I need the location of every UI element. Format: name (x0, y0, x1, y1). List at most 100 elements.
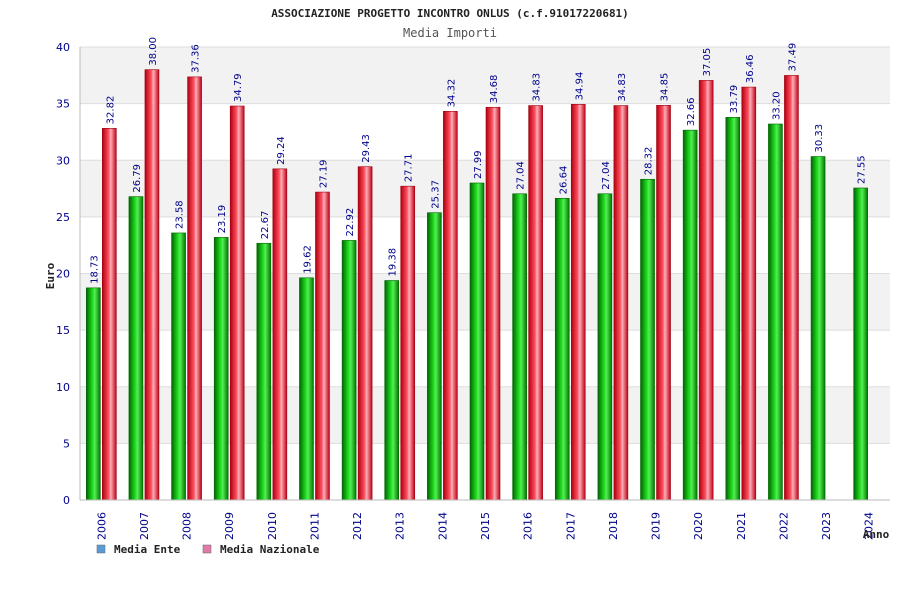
bar-media-ente (384, 280, 400, 501)
bar-media-nazionale (656, 105, 671, 501)
x-tick-label: 2015 (479, 512, 492, 540)
bar-media-ente (554, 198, 570, 501)
bar-media-ente (213, 237, 229, 501)
value-label: 19.38 (388, 248, 399, 277)
bar-media-nazionale (528, 105, 543, 501)
bar-media-ente (810, 156, 826, 501)
value-label: 30.33 (814, 124, 825, 153)
bar-media-nazionale (315, 191, 330, 501)
bar-media-nazionale (784, 75, 799, 501)
bar-media-nazionale (443, 111, 458, 501)
value-label: 38.00 (148, 37, 159, 66)
y-tick-label: 35 (56, 98, 70, 111)
x-tick-label: 2022 (777, 512, 790, 540)
bar-media-ente (86, 287, 101, 501)
bar-media-nazionale (144, 69, 160, 501)
value-label: 34.32 (446, 79, 457, 108)
legend-swatch-media-ente (96, 544, 106, 554)
value-label: 27.04 (516, 161, 527, 190)
y-tick-label: 10 (56, 381, 70, 394)
value-label: 23.19 (217, 205, 228, 234)
x-tick-label: 2006 (95, 512, 108, 540)
bar-media-nazionale (698, 80, 714, 501)
value-label: 34.94 (574, 72, 585, 101)
legend-swatch-media-nazionale (202, 544, 212, 554)
y-tick-label: 5 (63, 437, 70, 450)
bar-media-nazionale (357, 166, 373, 501)
value-label: 34.68 (489, 75, 500, 104)
bar-media-ente (171, 232, 186, 501)
bar-media-ente (299, 277, 314, 501)
value-label: 34.85 (660, 73, 671, 102)
bar-media-ente (512, 193, 527, 501)
bar-media-nazionale (187, 76, 202, 501)
value-label: 37.36 (191, 44, 202, 73)
bar-media-ente (768, 123, 783, 501)
value-label: 26.79 (132, 164, 143, 193)
y-tick-label: 0 (63, 494, 70, 507)
value-labels: 18.73 32.82 26.79 38.00 23.58 37.36 23.19 34.79… (89, 37, 867, 284)
value-label: 25.37 (430, 180, 441, 209)
value-label: 27.04 (601, 161, 612, 190)
legend: Media Ente Media Nazionale (96, 543, 320, 556)
bar-media-nazionale (229, 105, 245, 501)
bar-media-nazionale (400, 185, 416, 501)
bar-media-ente (597, 193, 613, 501)
bar-media-ente (341, 240, 357, 501)
value-label: 32.82 (105, 96, 116, 125)
x-tick-label: 2016 (522, 512, 535, 540)
bar-media-ente (427, 212, 442, 501)
value-label: 19.62 (302, 245, 313, 274)
bar-media-ente (128, 196, 144, 501)
bar-media-nazionale (485, 106, 501, 501)
x-tick-label: 2010 (266, 512, 279, 540)
value-label: 27.19 (318, 159, 329, 188)
x-tick-label: 2013 (394, 512, 407, 540)
value-label: 27.71 (404, 154, 415, 183)
x-tick-label: 2021 (735, 512, 748, 540)
value-label: 29.24 (276, 136, 287, 165)
x-tick-label: 2020 (692, 512, 705, 540)
x-tick-label: 2007 (138, 512, 151, 540)
y-tick-labels: 0 5 10 15 20 25 30 35 40 (56, 41, 70, 507)
value-label: 34.83 (532, 73, 543, 102)
bar-media-ente (640, 178, 655, 501)
y-tick-label: 20 (56, 268, 70, 281)
value-label: 36.46 (745, 54, 756, 83)
bar-media-nazionale (272, 168, 288, 501)
x-tick-label: 2024 (863, 512, 876, 540)
bar-media-nazionale (102, 128, 117, 501)
value-label: 33.79 (729, 85, 740, 114)
value-label: 18.73 (89, 255, 100, 284)
bar-media-nazionale (741, 86, 757, 501)
value-label: 34.79 (233, 73, 244, 102)
bar-media-ente (469, 182, 485, 501)
value-label: 23.58 (175, 200, 186, 229)
x-tick-label: 2009 (223, 512, 236, 540)
value-label: 37.49 (787, 43, 798, 72)
y-axis-label: Euro (44, 262, 57, 289)
y-tick-label: 25 (56, 211, 70, 224)
value-label: 22.67 (260, 211, 271, 240)
chart-title: ASSOCIAZIONE PROGETTO INCONTRO ONLUS (c.… (271, 7, 629, 20)
value-label: 28.32 (644, 147, 655, 176)
bar-media-ente (682, 129, 698, 501)
bar-media-ente (853, 187, 868, 501)
bar-media-nazionale (613, 105, 629, 501)
value-label: 27.99 (473, 150, 484, 179)
value-label: 33.20 (771, 91, 782, 120)
value-label: 27.55 (857, 155, 868, 184)
bar-media-ente (725, 117, 741, 501)
bar-media-nazionale (570, 104, 586, 501)
x-tick-labels: 2006 2007 2008 2009 2010 2011 2012 2013 2014 2015… (95, 512, 875, 540)
x-tick-label: 2012 (351, 512, 364, 540)
x-tick-label: 2011 (308, 512, 321, 540)
x-tick-label: 2008 (181, 512, 194, 540)
legend-label-media-ente: Media Ente (114, 543, 181, 556)
y-tick-label: 40 (56, 41, 70, 54)
value-label: 22.92 (345, 208, 356, 237)
x-tick-label: 2019 (650, 512, 663, 540)
value-label: 34.83 (617, 73, 628, 102)
bar-media-ente (256, 242, 272, 501)
